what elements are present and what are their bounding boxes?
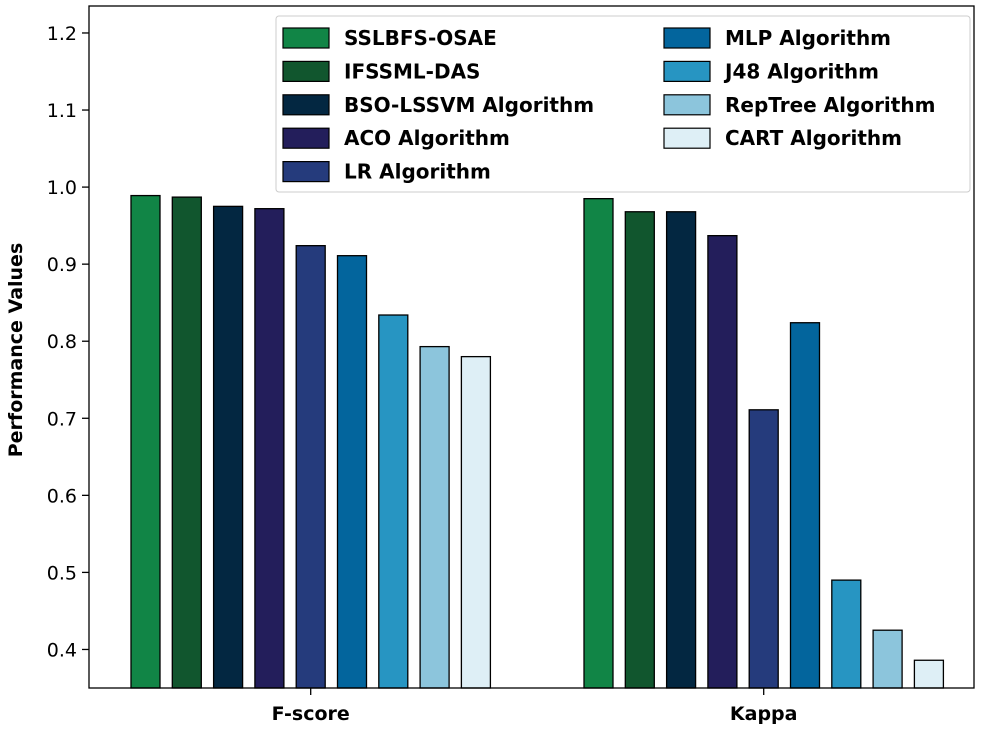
- legend-swatch: [282, 27, 330, 49]
- legend-label: LR Algorithm: [344, 160, 491, 184]
- legend-swatch: [282, 60, 330, 83]
- bar-mlp-algorithm-f-score: [336, 255, 368, 689]
- x-category-label: F-score: [272, 703, 350, 725]
- y-tick-label: 0.5: [47, 562, 77, 584]
- bar-lr-algorithm-kappa: [748, 409, 779, 689]
- y-tick-label: 0.8: [47, 331, 77, 353]
- bars: [130, 194, 945, 689]
- bar-lr-algorithm-f-score: [295, 245, 326, 689]
- y-tick-label: 0.9: [47, 254, 77, 276]
- legend-swatch: [663, 127, 711, 149]
- x-category-labels: F-score Kappa: [272, 688, 798, 725]
- legend-label: CART Algorithm: [725, 126, 902, 150]
- legend-frame: [275, 15, 971, 193]
- legend-swatch: [663, 27, 711, 49]
- bar-j48-algorithm-f-score: [378, 314, 409, 689]
- legend-label: ACO Algorithm: [344, 126, 510, 150]
- x-category-label: Kappa: [730, 703, 798, 725]
- y-axis-label: Performance Values: [5, 243, 27, 458]
- legend-swatch: [663, 94, 711, 116]
- y-tick-label: 0.7: [47, 408, 77, 430]
- y-tick-label: 1.2: [47, 23, 77, 45]
- plot-frame: [88, 5, 975, 689]
- legend-swatch: [282, 127, 330, 149]
- legend-swatch: [282, 94, 330, 116]
- legend: SSLBFS-OSAE IFSSML-DAS BSO-LSSVM Algorithm…: [275, 15, 971, 193]
- y-tick-label: 0.4: [47, 639, 77, 661]
- bar-mlp-algorithm-kappa: [789, 322, 821, 689]
- bar-bso-lssvm-algorithm-kappa: [665, 211, 697, 689]
- legend-label: J48 Algorithm: [723, 59, 879, 83]
- legend-label: IFSSML-DAS: [344, 59, 480, 83]
- legend-swatch: [663, 60, 711, 83]
- legend-label: RepTree Algorithm: [725, 93, 935, 117]
- bar-sslbfs-osae-kappa: [583, 198, 614, 689]
- bar-aco-algorithm-kappa: [707, 234, 738, 689]
- bar-bso-lssvm-algorithm-f-score: [212, 205, 244, 689]
- y-ticks: 0.4 0.5 0.6 0.7 0.8 0.9 1.0 1.1 1.2: [47, 23, 89, 661]
- bar-j48-algorithm-kappa: [831, 579, 862, 689]
- y-tick-label: 1.0: [47, 177, 77, 199]
- legend-label: SSLBFS-OSAE: [344, 26, 497, 50]
- bar-cart-algorithm-kappa: [913, 659, 945, 689]
- bar-cart-algorithm-f-score: [460, 355, 492, 689]
- legend-swatch: [282, 161, 330, 183]
- bar-ifssml-das-f-score: [171, 196, 202, 689]
- bar-reptree-algorithm-kappa: [872, 629, 903, 689]
- bar-reptree-algorithm-f-score: [419, 345, 450, 689]
- bar-sslbfs-osae-f-score: [130, 194, 161, 689]
- bar-ifssml-das-kappa: [624, 211, 655, 689]
- bar-aco-algorithm-f-score: [254, 208, 285, 689]
- legend-label: MLP Algorithm: [725, 26, 891, 50]
- y-tick-label: 0.6: [47, 485, 77, 507]
- legend-label: BSO-LSSVM Algorithm: [344, 93, 594, 117]
- y-tick-label: 1.1: [47, 100, 77, 122]
